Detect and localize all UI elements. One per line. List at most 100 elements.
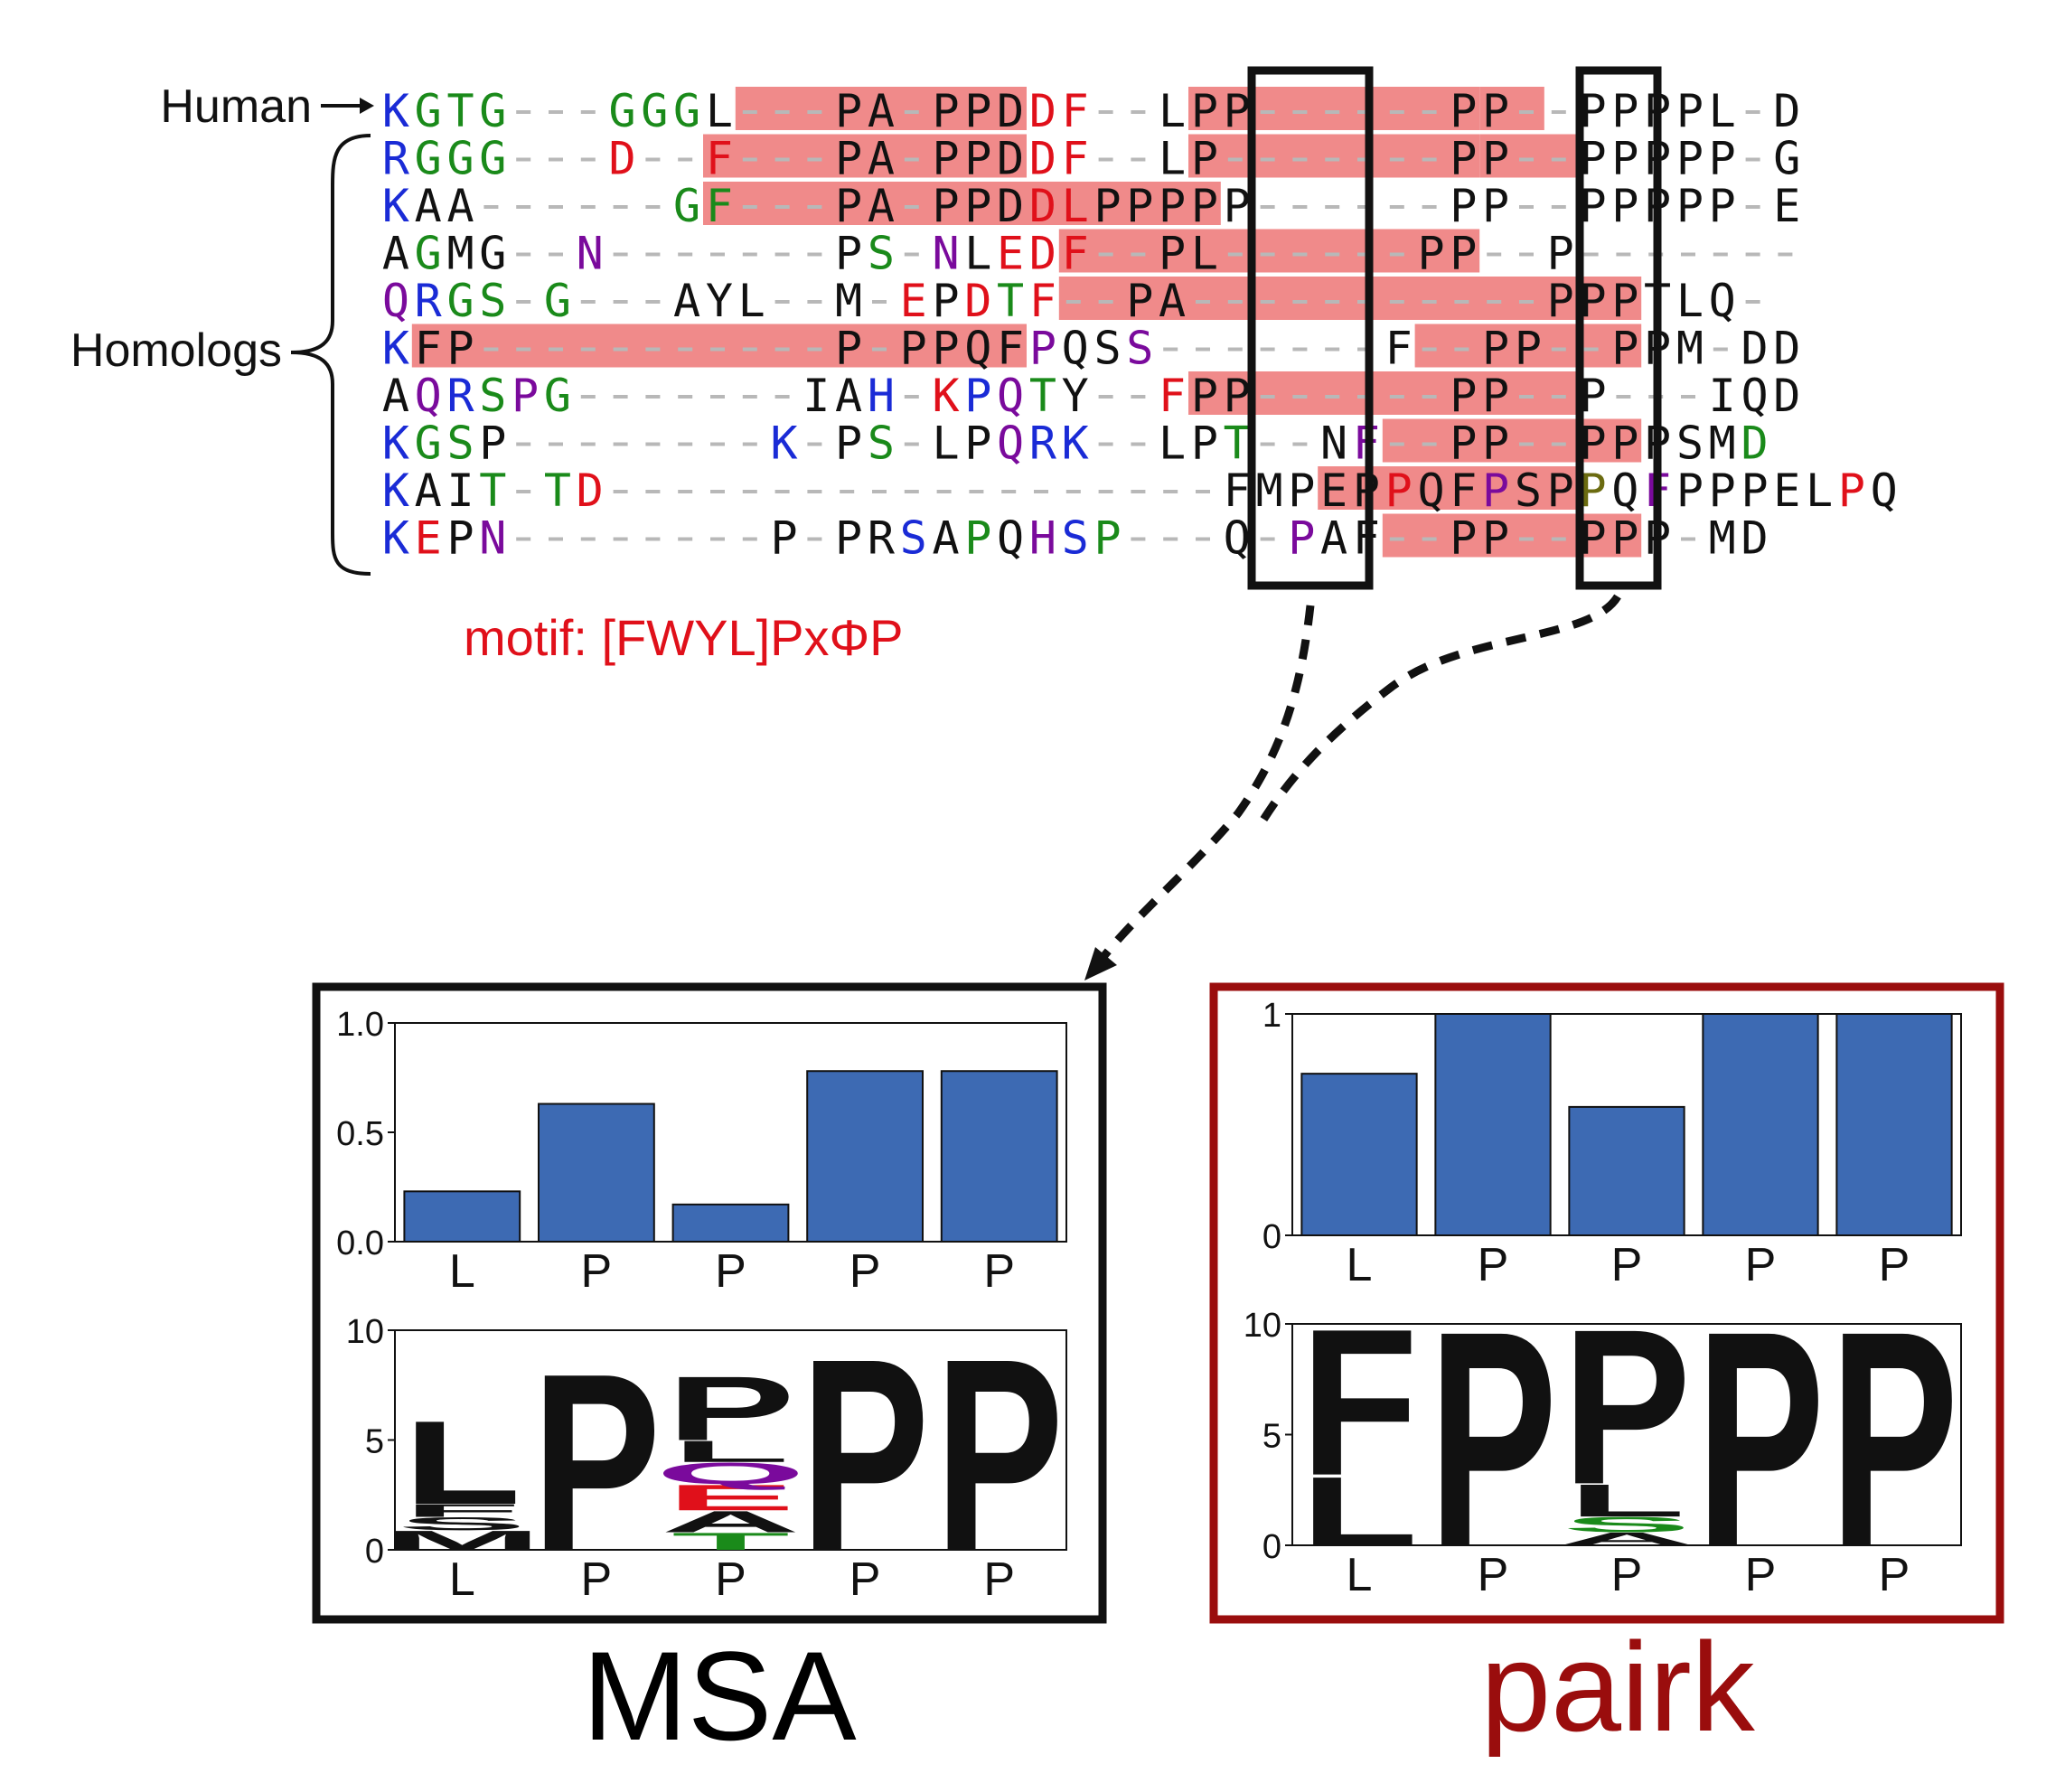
residue: P bbox=[1741, 464, 1768, 517]
residue: P bbox=[1611, 275, 1638, 327]
residue: P bbox=[1191, 370, 1218, 422]
residue: P bbox=[1126, 275, 1153, 327]
residue: P bbox=[1611, 418, 1638, 470]
bar bbox=[403, 1190, 521, 1243]
residue: P bbox=[932, 275, 959, 327]
residue: P bbox=[1482, 370, 1509, 422]
residue: R bbox=[1029, 418, 1057, 470]
residue: D bbox=[608, 133, 635, 185]
residue: P bbox=[1191, 418, 1218, 470]
residue: A bbox=[868, 180, 895, 232]
residue: P bbox=[1838, 464, 1865, 517]
bar bbox=[940, 1070, 1058, 1243]
residue: M bbox=[1676, 323, 1704, 375]
residue: G bbox=[479, 228, 506, 280]
residue: G bbox=[544, 370, 571, 422]
residue: P bbox=[964, 85, 991, 137]
motif-highlight bbox=[1382, 418, 1642, 463]
x-tick-label: P bbox=[1611, 1549, 1643, 1601]
residue: L bbox=[1159, 85, 1186, 137]
residue: K bbox=[382, 512, 409, 565]
residue: P bbox=[1547, 275, 1574, 327]
residue: P bbox=[1611, 85, 1638, 137]
residue: E bbox=[1320, 464, 1347, 517]
y-tick-label: 0 bbox=[365, 1533, 384, 1571]
residue: T bbox=[1029, 370, 1056, 422]
logo-letter: A bbox=[661, 1505, 801, 1539]
residue: P bbox=[1450, 85, 1477, 137]
x-tick-label: L bbox=[1347, 1549, 1373, 1601]
residue: S bbox=[479, 275, 506, 327]
residue: M bbox=[446, 228, 474, 280]
residue: E bbox=[997, 228, 1024, 280]
residue: A bbox=[382, 228, 409, 280]
motif-highlight bbox=[1027, 182, 1221, 225]
residue: P bbox=[1159, 228, 1186, 280]
residue: P bbox=[1224, 180, 1251, 232]
x-tick-label: P bbox=[1478, 1239, 1509, 1291]
residue: Q bbox=[382, 275, 409, 327]
residue: P bbox=[900, 323, 927, 375]
residue: Y bbox=[1062, 370, 1089, 422]
residue: G bbox=[415, 133, 442, 185]
logo-letter: P bbox=[1429, 1268, 1557, 1611]
residue: S bbox=[1515, 464, 1542, 517]
bar bbox=[1835, 1013, 1953, 1236]
motif-highlight bbox=[1058, 229, 1480, 273]
residue: P bbox=[964, 512, 991, 565]
residue: P bbox=[1482, 180, 1509, 232]
human-label: Human bbox=[160, 80, 312, 133]
x-tick-label: P bbox=[1745, 1239, 1777, 1291]
sequence-alignment: K G T G G G G L P A P P D D F L P P P P P P P P L DR G G G D F P A P P D D F L… bbox=[382, 85, 1898, 565]
residue: P bbox=[446, 323, 474, 375]
residue: P bbox=[1482, 85, 1509, 137]
residue: Q bbox=[997, 512, 1024, 565]
residue: P bbox=[1676, 85, 1704, 137]
residue: Q bbox=[1611, 464, 1638, 517]
residue: Q bbox=[1709, 275, 1736, 327]
motif-highlight bbox=[411, 324, 1027, 368]
residue: L bbox=[1806, 464, 1833, 517]
bar bbox=[671, 1203, 790, 1243]
residue: Q bbox=[997, 418, 1024, 470]
residue: P bbox=[964, 180, 991, 232]
y-tick-label: 1.0 bbox=[336, 1006, 384, 1044]
residue: L bbox=[1676, 275, 1704, 327]
residue: K bbox=[382, 323, 409, 375]
bar bbox=[1702, 1013, 1819, 1236]
residue: P bbox=[1547, 228, 1574, 280]
residue: E bbox=[415, 512, 442, 565]
logo-letter: P bbox=[531, 1320, 661, 1603]
residue: P bbox=[1224, 85, 1251, 137]
residue: F bbox=[706, 133, 733, 185]
residue: N bbox=[932, 228, 959, 280]
residue: D bbox=[1773, 85, 1800, 137]
residue: Q bbox=[997, 370, 1024, 422]
residue: N bbox=[1320, 418, 1347, 470]
residue: G bbox=[673, 85, 700, 137]
residue: P bbox=[1224, 370, 1251, 422]
bar bbox=[538, 1102, 655, 1243]
residue: Y bbox=[706, 275, 733, 327]
residue: P bbox=[1709, 133, 1736, 185]
residue: H bbox=[1029, 512, 1056, 565]
motif-highlight bbox=[703, 134, 1027, 178]
residue: G bbox=[544, 275, 571, 327]
residue: P bbox=[835, 323, 862, 375]
motif-highlight bbox=[1414, 324, 1642, 368]
arrow-head-icon bbox=[1084, 947, 1117, 980]
residue: D bbox=[1741, 418, 1768, 470]
y-tick-label: 5 bbox=[1262, 1418, 1281, 1456]
residue: F bbox=[1224, 464, 1251, 517]
residue: E bbox=[1773, 180, 1800, 232]
residue: S bbox=[900, 512, 927, 565]
residue: P bbox=[1385, 464, 1413, 517]
residue: P bbox=[835, 228, 862, 280]
y-tick-label: 10 bbox=[1244, 1307, 1281, 1345]
residue: D bbox=[1773, 323, 1800, 375]
residue: P bbox=[1191, 180, 1218, 232]
residue: K bbox=[382, 464, 409, 517]
residue: F bbox=[1159, 370, 1186, 422]
x-tick-label: P bbox=[581, 1245, 613, 1298]
y-tick-label: 10 bbox=[346, 1313, 384, 1351]
